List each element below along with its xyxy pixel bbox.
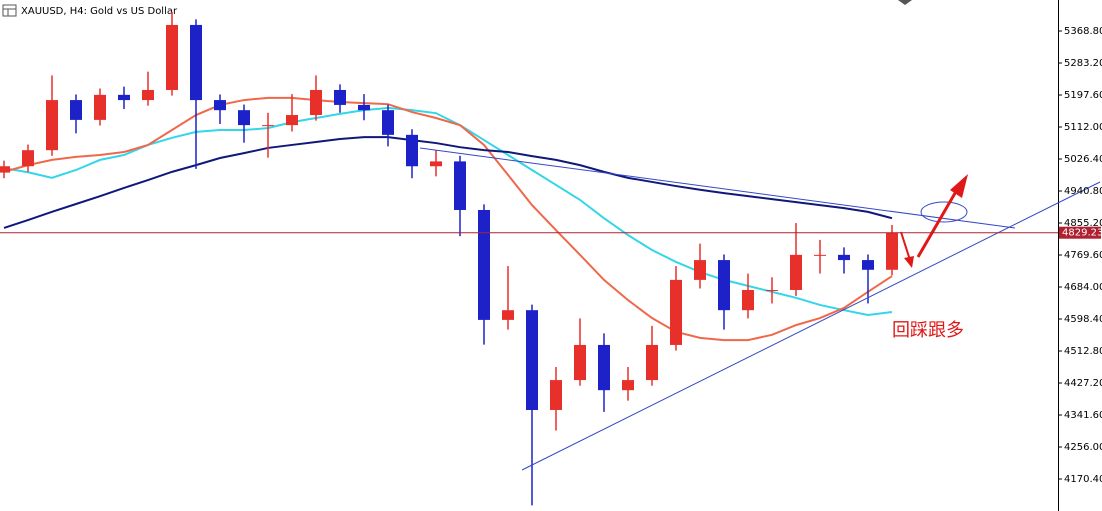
candle-body bbox=[310, 89, 322, 116]
moving-average bbox=[3, 136, 893, 229]
moving-average bbox=[3, 106, 893, 317]
candle-body bbox=[574, 344, 586, 381]
resistance-trendline bbox=[419, 147, 1016, 229]
chart-title: XAUUSD, H4: Gold vs US Dollar bbox=[21, 6, 178, 17]
candle-body bbox=[502, 310, 514, 320]
y-tick-label: 5197.60 bbox=[1064, 90, 1102, 101]
candle-body bbox=[46, 100, 58, 151]
chart-icon bbox=[2, 4, 17, 17]
candle-body bbox=[118, 94, 130, 101]
candle-body bbox=[598, 344, 610, 391]
y-tick-label: 4512.80 bbox=[1064, 346, 1102, 357]
y-tick-label: 4684.00 bbox=[1064, 282, 1102, 293]
candle-body bbox=[334, 89, 346, 105]
candle-body bbox=[838, 254, 850, 261]
down-arrow-head bbox=[904, 256, 914, 268]
y-tick-label: 4940.80 bbox=[1064, 186, 1102, 197]
up-arrow bbox=[916, 187, 960, 258]
breakout-circle bbox=[920, 201, 968, 223]
candle-body bbox=[406, 134, 418, 167]
up-arrow-head bbox=[950, 174, 968, 198]
candle-body bbox=[70, 100, 82, 120]
candle-body bbox=[142, 89, 154, 101]
moving-average bbox=[3, 96, 893, 342]
y-tick-label: 4170.40 bbox=[1064, 474, 1102, 485]
shift-marker bbox=[898, 0, 912, 5]
candle-body bbox=[670, 279, 682, 345]
plot-area bbox=[0, 11, 898, 506]
y-tick-label: 4855.20 bbox=[1064, 218, 1102, 229]
candle-body bbox=[454, 161, 466, 210]
candle-body bbox=[286, 115, 298, 126]
y-tick-label: 5112.00 bbox=[1064, 122, 1102, 133]
support-trendline bbox=[521, 181, 1101, 471]
last-price-box bbox=[1059, 226, 1101, 239]
candle-body bbox=[526, 310, 538, 410]
candle-body bbox=[190, 24, 202, 101]
y-tick-label: 4427.20 bbox=[1064, 378, 1102, 389]
candle-body bbox=[646, 344, 658, 381]
candle-body bbox=[478, 209, 490, 320]
candle-body bbox=[790, 254, 802, 290]
candle-body bbox=[0, 166, 10, 173]
candle-body bbox=[622, 380, 634, 391]
y-tick-label: 4769.60 bbox=[1064, 250, 1102, 261]
y-tick-label: 4341.60 bbox=[1064, 410, 1102, 421]
candle-body bbox=[262, 125, 274, 127]
y-tick-label: 4256.00 bbox=[1064, 442, 1102, 453]
candle-body bbox=[694, 260, 706, 280]
candle-body bbox=[862, 260, 874, 270]
candle-body bbox=[382, 110, 394, 135]
y-tick-label: 5368.80 bbox=[1064, 26, 1102, 37]
y-tick-label: 5283.20 bbox=[1064, 58, 1102, 69]
candle-body bbox=[742, 289, 754, 311]
candle-body bbox=[238, 110, 250, 126]
candle-body bbox=[886, 232, 898, 270]
candle-body bbox=[814, 254, 826, 256]
candle-body bbox=[166, 24, 178, 90]
candle-body bbox=[550, 380, 562, 410]
y-tick-label: 5026.40 bbox=[1064, 154, 1102, 165]
annotation: 回踩跟多 bbox=[892, 320, 964, 341]
candle-body bbox=[718, 260, 730, 311]
last-price-label: 4829.23 bbox=[1062, 228, 1102, 239]
candle-body bbox=[22, 150, 34, 167]
down-arrow bbox=[900, 231, 911, 261]
candle-body bbox=[766, 289, 778, 291]
candle-body bbox=[94, 94, 106, 120]
candle-body bbox=[358, 104, 370, 111]
y-tick-label: 4598.40 bbox=[1064, 314, 1102, 325]
candle-body bbox=[214, 100, 226, 111]
candle-body bbox=[430, 161, 442, 167]
